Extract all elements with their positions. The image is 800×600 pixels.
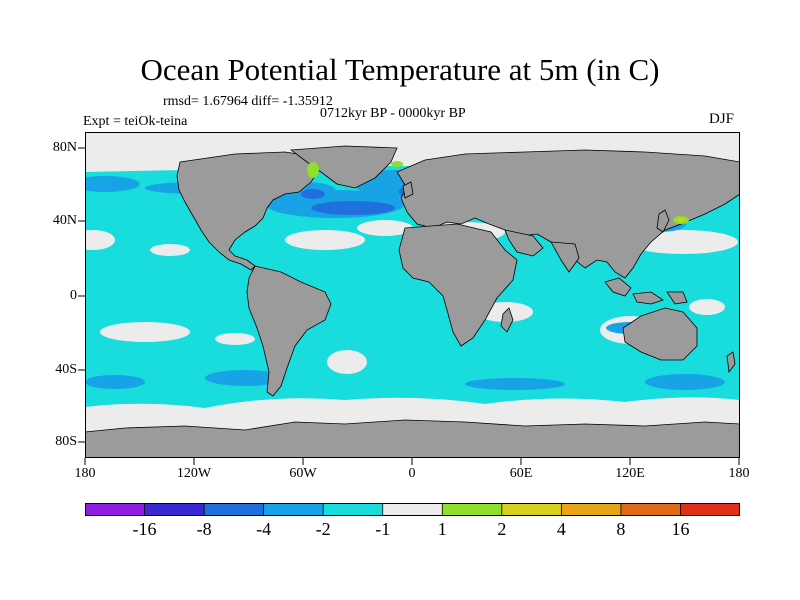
colorbar-swatch <box>382 503 444 516</box>
colorbar-swatch <box>322 503 384 516</box>
colorbar-swatch <box>441 503 503 516</box>
time-period-label: 0712kyr BP - 0000kyr BP <box>320 106 466 121</box>
lon-label-60w: 60W <box>289 466 317 481</box>
temperature-map <box>85 132 740 458</box>
colorbar-swatch <box>501 503 563 516</box>
lat-label-0: 0 <box>70 288 77 303</box>
colorbar-label: 16 <box>671 519 690 539</box>
colorbar-label: -1 <box>375 519 391 539</box>
colorbar-swatch <box>85 503 146 516</box>
colorbar-swatch <box>263 503 325 516</box>
axis-ticks <box>78 147 740 465</box>
lon-label-120e: 120E <box>615 466 645 481</box>
map-frame <box>85 132 740 458</box>
colorbar <box>85 503 740 516</box>
lon-label-0: 0 <box>408 466 416 481</box>
lat-label-80s: 80S <box>55 434 77 449</box>
lat-label-40n: 40N <box>52 213 77 228</box>
experiment-label: Expt = teiOk-teina <box>83 114 188 129</box>
colorbar-swatch <box>144 503 205 516</box>
colorbar-label: 1 <box>437 519 447 539</box>
map-title: Ocean Potential Temperature at 5m (in C) <box>140 52 660 87</box>
lat-label-80n: 80N <box>52 140 77 155</box>
colorbar-label: 8 <box>616 519 626 539</box>
lon-label-180e: 180 <box>728 466 750 481</box>
colorbar-swatch <box>560 503 622 516</box>
rmsd-diff-stats: rmsd= 1.67964 diff= -1.35912 <box>163 94 333 109</box>
positive-anomaly-regions <box>307 161 689 224</box>
colorbar-swatch <box>680 503 740 516</box>
colorbar-label: 4 <box>556 519 566 539</box>
season-label: DJF <box>709 111 735 127</box>
colorbar-label: -2 <box>315 519 331 539</box>
lon-label-180w: 180 <box>74 466 96 481</box>
colorbar-label: -16 <box>132 519 157 539</box>
colorbar-label: -8 <box>196 519 212 539</box>
lat-label-40s: 40S <box>55 362 77 377</box>
colorbar-label: -4 <box>256 519 272 539</box>
lon-label-120w: 120W <box>176 466 212 481</box>
land-masses <box>85 145 740 458</box>
colorbar-swatch <box>620 503 682 516</box>
colorbar-label: 2 <box>497 519 507 539</box>
colorbar-swatch <box>203 503 265 516</box>
lon-label-60e: 60E <box>509 466 533 481</box>
